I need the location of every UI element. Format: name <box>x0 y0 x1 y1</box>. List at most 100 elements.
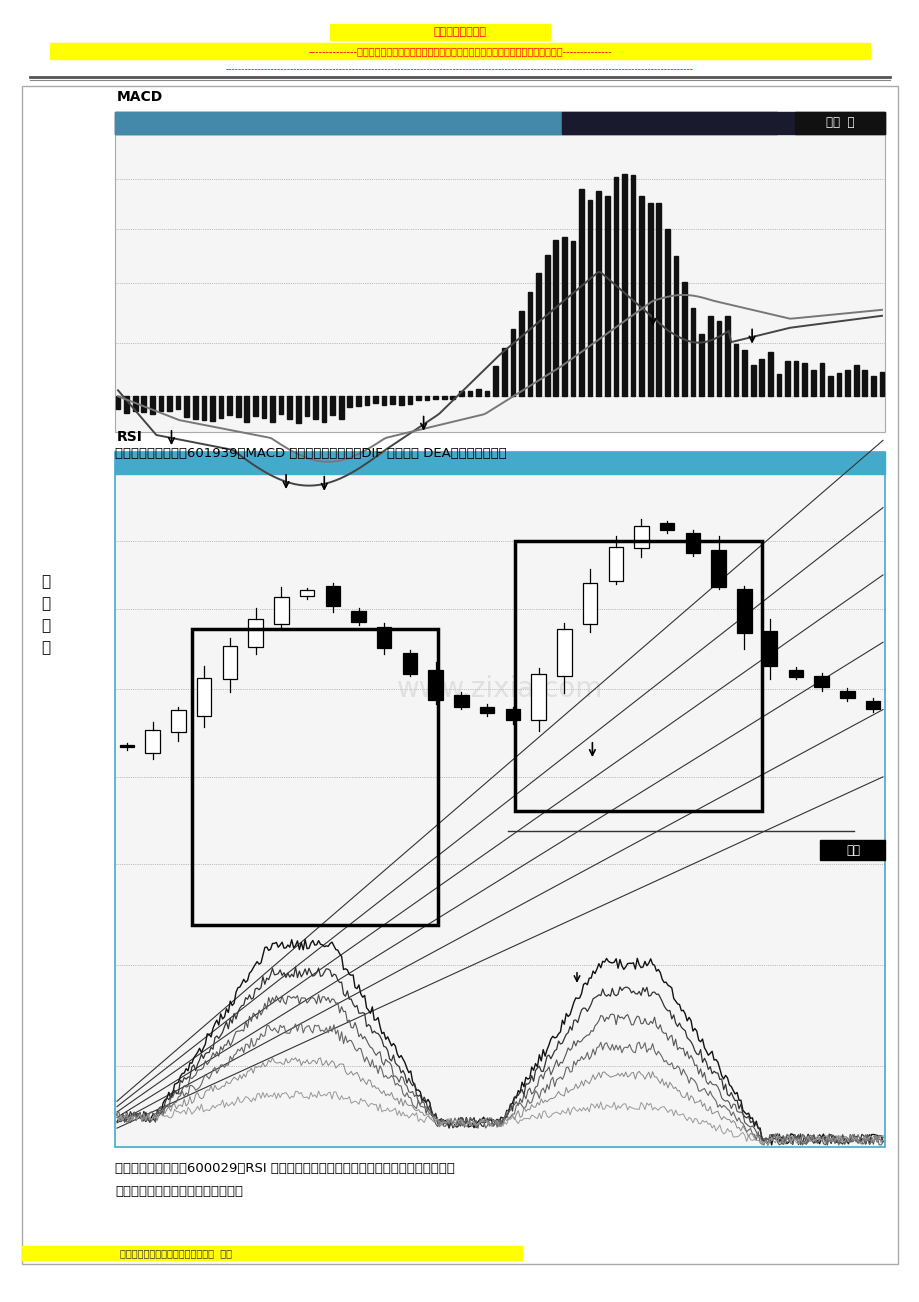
Bar <box>742 350 746 396</box>
Bar <box>613 177 618 396</box>
Bar <box>227 396 232 415</box>
Text: 如上图，建设银行（601939）MACD 柱形图，由负变正，DIF 向上突破 DEA，为买入信号。: 如上图，建设银行（601939）MACD 柱形图，由负变正，DIF 向上突破 D… <box>115 447 506 460</box>
Bar <box>356 396 360 406</box>
Bar <box>579 189 584 396</box>
Bar <box>836 372 841 396</box>
Bar <box>132 396 137 410</box>
Bar <box>399 396 403 405</box>
Text: --------------各类专业好文档，值得你下载，教育，管理，论文，制度，方案手册，应有尽有--------------: --------------各类专业好文档，值得你下载，教育，管理，论文，制度，… <box>308 46 611 56</box>
Bar <box>557 629 571 676</box>
Bar <box>338 396 343 419</box>
Bar <box>553 241 558 396</box>
Bar <box>193 396 198 418</box>
Bar <box>528 292 532 396</box>
Bar <box>403 654 416 674</box>
Bar <box>253 396 257 417</box>
Bar <box>793 362 798 396</box>
Bar <box>300 590 314 596</box>
Bar <box>813 676 828 687</box>
Bar <box>607 547 622 581</box>
Text: 实: 实 <box>41 574 51 590</box>
Bar <box>22 1246 521 1260</box>
Bar <box>176 396 180 409</box>
Bar <box>845 370 849 396</box>
Bar <box>827 376 832 396</box>
Bar <box>274 596 289 624</box>
Bar <box>776 374 780 396</box>
Bar <box>794 112 884 134</box>
Bar <box>145 730 160 753</box>
Bar <box>484 391 489 396</box>
Bar <box>819 363 823 396</box>
Text: RSI: RSI <box>117 430 142 444</box>
Bar <box>785 361 789 396</box>
Bar <box>50 43 869 59</box>
Bar <box>351 611 366 622</box>
Bar <box>710 549 725 587</box>
Bar <box>518 311 523 396</box>
Bar <box>505 710 519 720</box>
Bar <box>142 396 146 413</box>
Bar <box>201 396 206 421</box>
Bar <box>633 526 648 548</box>
Bar <box>708 315 712 396</box>
Bar <box>248 618 263 647</box>
Text: 精品文档就在这里: 精品文档就在这里 <box>433 27 486 36</box>
Bar <box>698 333 703 396</box>
Text: 验: 验 <box>41 596 51 612</box>
Bar <box>682 283 686 396</box>
Bar <box>235 396 240 417</box>
Bar <box>278 396 283 414</box>
Bar <box>690 309 695 396</box>
Bar <box>116 396 120 409</box>
Bar <box>870 376 875 396</box>
Text: 容: 容 <box>41 641 51 655</box>
Bar <box>865 702 879 710</box>
Bar <box>630 176 635 396</box>
Bar <box>762 631 777 665</box>
Bar <box>210 396 214 422</box>
Bar <box>819 840 884 861</box>
Bar <box>407 396 412 405</box>
Text: MACD: MACD <box>117 90 163 104</box>
Bar <box>561 112 777 134</box>
Bar <box>673 255 677 396</box>
Bar <box>502 348 506 396</box>
Text: 则形成顶背离，是强烈的卖出信号。: 则形成顶背离，是强烈的卖出信号。 <box>115 1185 243 1198</box>
Bar <box>377 626 391 648</box>
Bar <box>450 396 455 398</box>
Bar <box>459 391 463 396</box>
Bar <box>184 396 188 417</box>
Bar <box>373 396 378 404</box>
Bar <box>659 523 674 530</box>
Text: 指标  专: 指标 专 <box>825 116 854 129</box>
Bar <box>596 191 600 396</box>
Bar <box>428 669 442 700</box>
Bar <box>476 389 481 396</box>
Bar <box>562 237 566 396</box>
Bar <box>480 707 494 713</box>
Bar <box>171 710 186 732</box>
Bar <box>425 396 429 400</box>
Bar <box>811 370 815 396</box>
Bar <box>536 273 540 396</box>
Bar <box>493 366 497 396</box>
Bar <box>322 396 326 422</box>
Bar <box>647 203 652 396</box>
Bar <box>510 329 515 396</box>
Bar <box>287 396 291 419</box>
Bar <box>515 542 761 811</box>
Bar <box>639 197 643 396</box>
Bar <box>330 23 550 40</box>
Bar <box>219 396 223 418</box>
Bar <box>158 396 163 411</box>
Bar <box>531 674 545 720</box>
Bar <box>861 370 867 396</box>
Bar <box>364 396 369 405</box>
Bar <box>433 396 437 398</box>
Bar <box>853 365 857 396</box>
Text: 如上图，南方航空（600029）RSI 处于高位：一峰比一峰低，而价格是一峰比一峰高，: 如上图，南方航空（600029）RSI 处于高位：一峰比一峰低，而价格是一峰比一… <box>115 1161 454 1174</box>
Bar <box>685 533 699 552</box>
Bar <box>325 586 340 605</box>
Bar <box>759 359 764 396</box>
